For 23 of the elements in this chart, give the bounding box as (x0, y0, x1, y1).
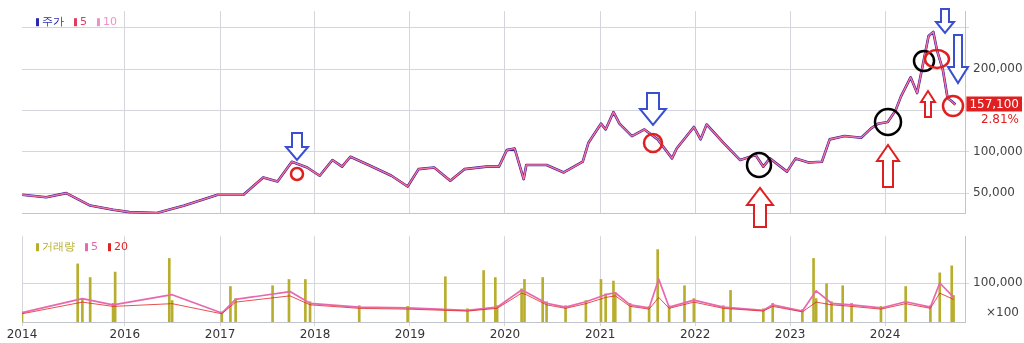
y-tick-label: 50,000 (973, 185, 1015, 200)
x-tick-label: 2019 (394, 327, 426, 342)
y-tick-label: 100,000 (973, 143, 1023, 158)
legend-label: 5 (91, 240, 98, 254)
x-tick-label: 2016 (109, 327, 141, 342)
text: 157,100 (969, 96, 1019, 111)
x-tick-label: 2023 (774, 327, 806, 342)
legend-label: 거래량 (42, 240, 75, 254)
x-tick-label: 2022 (679, 327, 711, 342)
x-tick-label: 2018 (299, 327, 331, 342)
y-tick-label: 100,000 (973, 275, 1023, 290)
y-tick-label: 200,000 (973, 61, 1023, 76)
text: ×100 (986, 305, 1019, 320)
legend-label: 10 (103, 15, 117, 29)
legend-label: 5 (80, 15, 87, 29)
x-tick-label: 2024 (869, 327, 901, 342)
x-tick-label: 2021 (584, 327, 616, 342)
legend-label: 20 (114, 240, 128, 254)
x-tick-label: 2017 (204, 327, 236, 342)
legend-label: 주가 (42, 15, 64, 29)
x-tick-label: 2014 (6, 327, 38, 342)
text: 2.81% (980, 111, 1019, 126)
x-tick-label: 2020 (489, 327, 521, 342)
